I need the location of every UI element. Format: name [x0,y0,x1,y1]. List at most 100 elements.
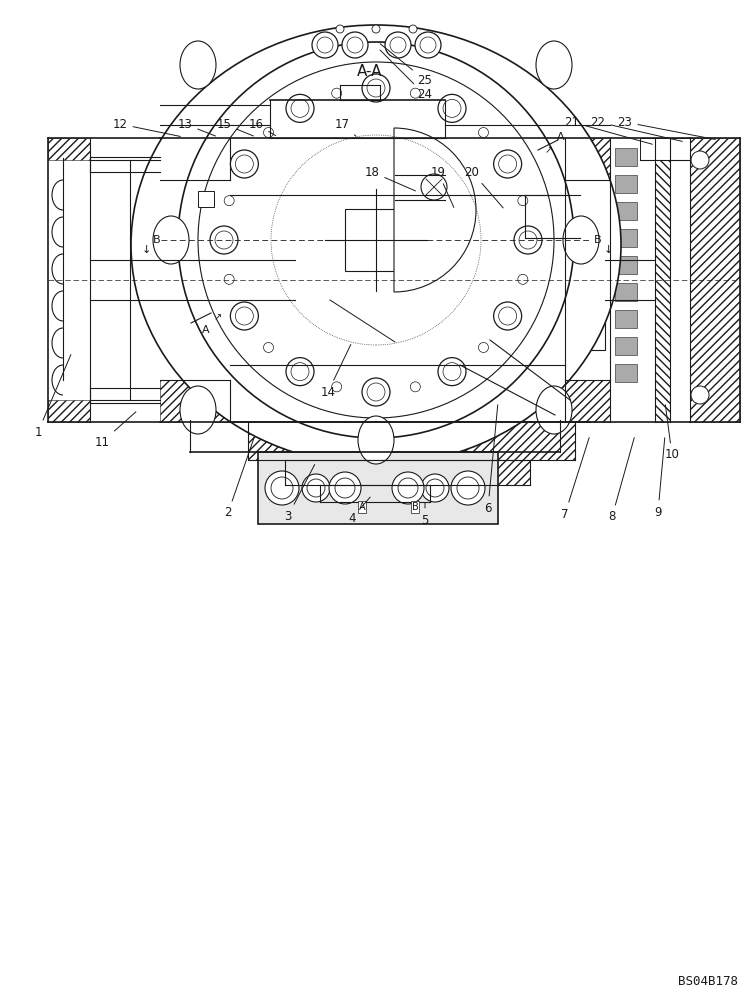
Text: A: A [557,132,565,142]
Bar [383,346,396,359]
Circle shape [339,487,351,499]
Circle shape [342,32,368,58]
Circle shape [439,487,451,499]
Bar [615,283,637,301]
Bar [238,233,273,245]
Bar [498,346,511,359]
Text: B: B [411,502,418,512]
Text: 12: 12 [113,117,180,136]
Circle shape [493,302,522,330]
Circle shape [224,196,234,206]
Circle shape [302,474,330,502]
Text: 23: 23 [617,115,715,139]
Text: 20: 20 [465,165,503,208]
Bar [615,202,637,220]
Bar [615,310,637,328]
Bar [295,210,605,350]
Bar [615,229,637,247]
Bar [235,125,251,138]
Bar [615,256,637,274]
Circle shape [332,88,341,98]
Bar [320,82,338,100]
Bar [460,194,473,207]
Text: 7: 7 [561,438,589,520]
Circle shape [312,32,338,58]
Text: 22: 22 [590,115,682,141]
Bar [640,138,690,160]
Text: 14: 14 [320,345,350,398]
Text: 8: 8 [608,438,634,524]
Bar [423,194,436,207]
Circle shape [438,94,466,122]
Circle shape [691,151,709,169]
Bar [615,148,637,166]
Circle shape [691,386,709,404]
Bar [405,82,423,100]
Circle shape [518,196,528,206]
Ellipse shape [358,416,394,464]
Bar [258,125,274,138]
Bar [238,318,273,330]
Circle shape [299,487,311,499]
Text: ↗: ↗ [545,145,553,155]
Text: 3: 3 [284,464,315,522]
Bar [565,380,610,422]
Circle shape [411,88,420,98]
Text: 17: 17 [335,117,356,136]
Bar [395,175,445,200]
Bar [615,364,637,382]
Circle shape [265,471,299,505]
Circle shape [210,226,238,254]
Bar [423,346,436,359]
Text: 24: 24 [380,50,432,102]
Text: 25: 25 [381,44,432,87]
Bar [525,195,580,238]
Bar [238,338,273,350]
Text: 18: 18 [365,165,415,191]
Bar [205,125,221,138]
Text: 4: 4 [348,497,370,524]
Ellipse shape [153,216,189,264]
Bar [690,138,740,422]
Text: ↓: ↓ [141,245,151,255]
Circle shape [230,150,259,178]
Bar [370,82,388,100]
Circle shape [230,302,259,330]
Ellipse shape [180,386,216,434]
Text: 6: 6 [484,405,498,514]
Circle shape [263,128,274,138]
Bar [324,86,334,96]
Circle shape [263,342,274,352]
Bar [230,365,295,380]
Text: BS04B178: BS04B178 [678,975,738,988]
Ellipse shape [180,41,216,89]
Bar [238,213,273,225]
Text: B: B [153,235,161,245]
Circle shape [451,471,485,505]
Bar [615,337,637,355]
Text: 10: 10 [665,405,680,462]
Text: 13: 13 [177,117,215,136]
Bar [289,86,299,96]
Circle shape [518,274,528,284]
Bar [498,194,511,207]
Bar [198,191,214,207]
Circle shape [478,128,489,138]
Bar [348,194,361,207]
Circle shape [329,472,361,504]
Bar [160,138,230,180]
Circle shape [399,487,411,499]
Circle shape [392,472,424,504]
Text: ↗: ↗ [214,312,222,322]
Text: B: B [594,235,602,245]
Text: 21: 21 [565,115,652,144]
Bar [374,86,384,96]
Text: 5: 5 [421,503,429,526]
Ellipse shape [563,216,599,264]
Bar [285,460,530,485]
Bar [348,346,361,359]
Bar [48,138,90,160]
Ellipse shape [536,386,572,434]
Text: A-A: A-A [357,64,383,80]
Text: 9: 9 [654,438,665,518]
